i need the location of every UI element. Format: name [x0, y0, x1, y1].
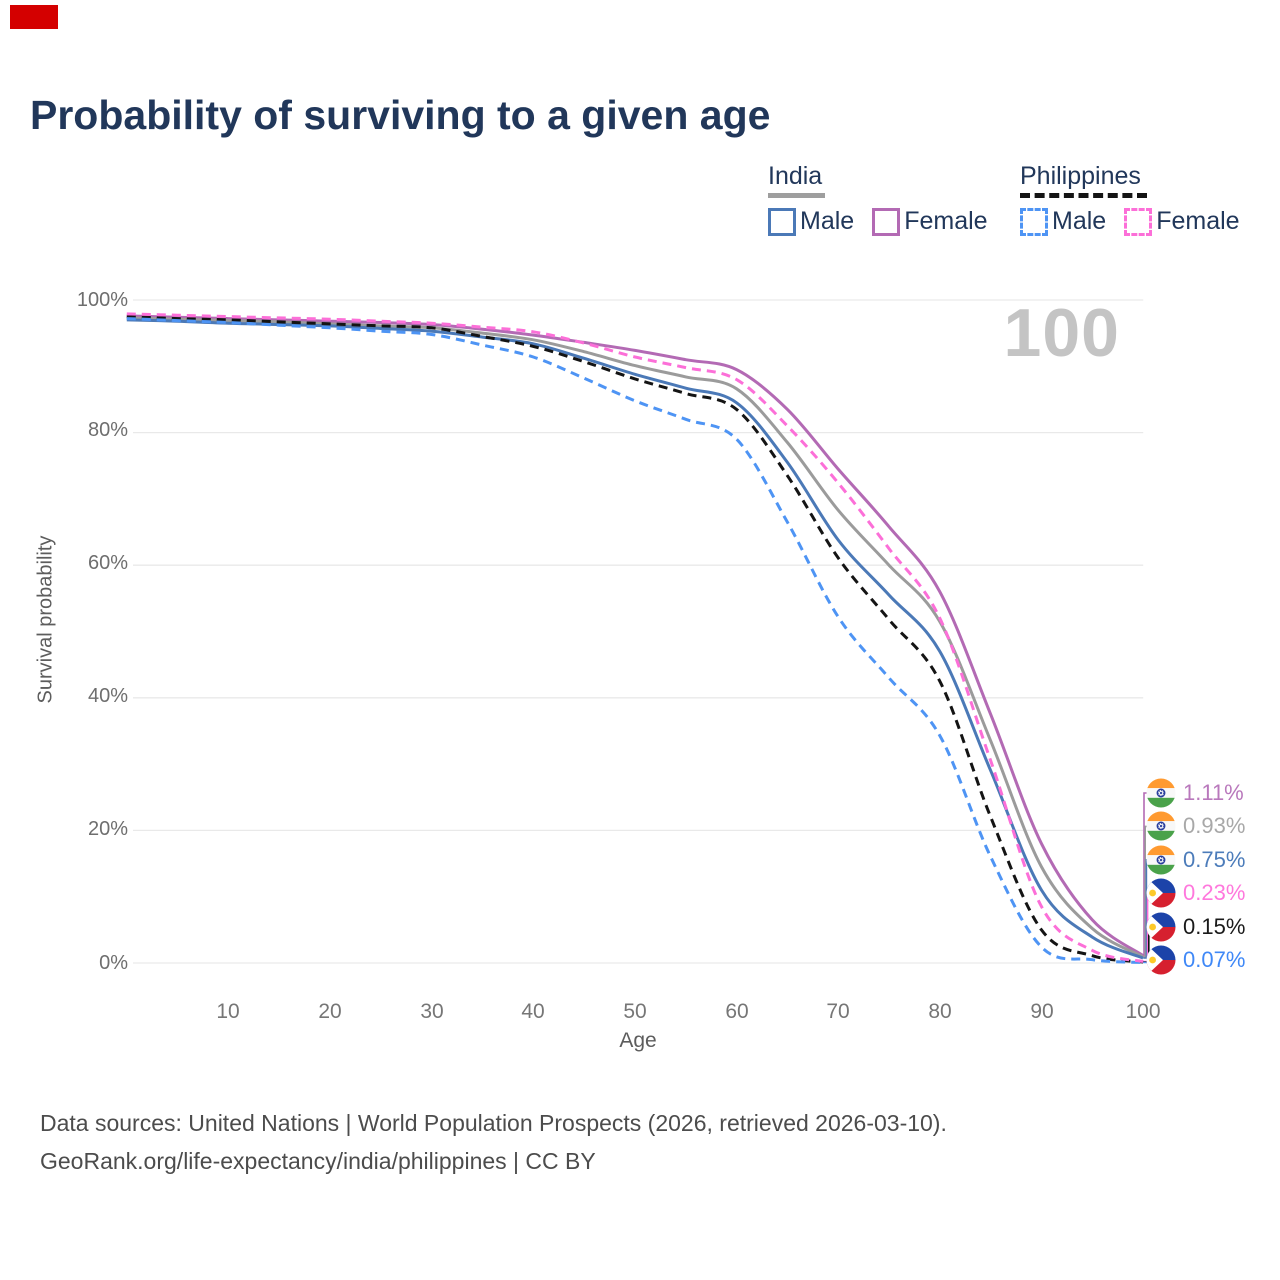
legend-group-india: India Male Female	[768, 162, 1006, 236]
y-axis-title: Survival probability	[34, 535, 57, 704]
x-tick-70: 70	[826, 1000, 850, 1023]
legend-india-title: India	[768, 162, 823, 190]
y-tick-20: 20%	[87, 818, 128, 840]
end-label-philippines-male: 0.07%	[1146, 945, 1245, 975]
end-label-value: 1.11%	[1183, 780, 1244, 805]
end-label-philippines-both: 0.15%	[1146, 912, 1245, 942]
page-title: Probability of surviving to a given age	[30, 92, 771, 138]
legend-philippines-title: Philippines	[1020, 162, 1141, 190]
x-tick-100: 100	[1125, 1000, 1161, 1023]
end-label-india-male: 0.75%	[1146, 845, 1245, 875]
age-counter-watermark: 100	[1003, 295, 1120, 371]
end-label-india-female: 1.11%	[1146, 778, 1244, 808]
india-flag-icon	[1146, 778, 1176, 808]
legend-group-philippines: Philippines Male Female	[1020, 162, 1258, 236]
india-flag-icon	[1146, 845, 1176, 875]
end-label-india-both: 0.93%	[1146, 811, 1245, 841]
x-tick-40: 40	[521, 1000, 545, 1023]
end-label-value: 0.07%	[1183, 947, 1246, 972]
philippines-male-label[interactable]: Male	[1052, 207, 1107, 235]
x-tick-20: 20	[318, 1000, 342, 1023]
x-tick-50: 50	[623, 1000, 647, 1023]
india-female-label[interactable]: Female	[904, 207, 988, 235]
philippines-female-swatch[interactable]	[1124, 207, 1153, 236]
y-tick-40: 40%	[87, 685, 128, 707]
philippines-flag-icon	[1146, 912, 1176, 942]
x-tick-30: 30	[420, 1000, 444, 1023]
india-flag-icon	[1146, 811, 1176, 841]
philippines-male-swatch[interactable]	[1020, 207, 1048, 236]
india-female-swatch[interactable]	[872, 207, 901, 236]
philippines-flag-icon	[1146, 945, 1176, 975]
data-sources-line: Data sources: United Nations | World Pop…	[40, 1110, 947, 1136]
philippines-female-label[interactable]: Female	[1156, 207, 1240, 235]
x-tick-60: 60	[725, 1000, 749, 1023]
x-axis-title: Age	[619, 1029, 657, 1052]
india-line-style-sample	[768, 193, 825, 198]
india-male-swatch[interactable]	[768, 207, 796, 236]
india-male-label[interactable]: Male	[800, 207, 855, 235]
y-tick-100: 100%	[76, 289, 128, 311]
x-tick-90: 90	[1030, 1000, 1054, 1023]
end-label-philippines-female: 0.23%	[1146, 878, 1245, 908]
y-tick-60: 60%	[87, 552, 128, 574]
attribution-line: GeoRank.org/life-expectancy/india/philip…	[40, 1148, 596, 1174]
y-tick-0: 0%	[99, 952, 128, 974]
end-label-value: 0.23%	[1183, 880, 1246, 905]
corner-marker	[10, 5, 58, 29]
philippines-line-style-sample	[1020, 193, 1147, 198]
end-label-value: 0.15%	[1183, 914, 1246, 939]
philippines-flag-icon	[1146, 878, 1176, 908]
x-tick-10: 10	[216, 1000, 240, 1023]
x-tick-80: 80	[928, 1000, 952, 1023]
end-label-value: 0.75%	[1183, 847, 1246, 872]
end-label-value: 0.93%	[1183, 813, 1246, 838]
y-tick-80: 80%	[87, 419, 128, 441]
